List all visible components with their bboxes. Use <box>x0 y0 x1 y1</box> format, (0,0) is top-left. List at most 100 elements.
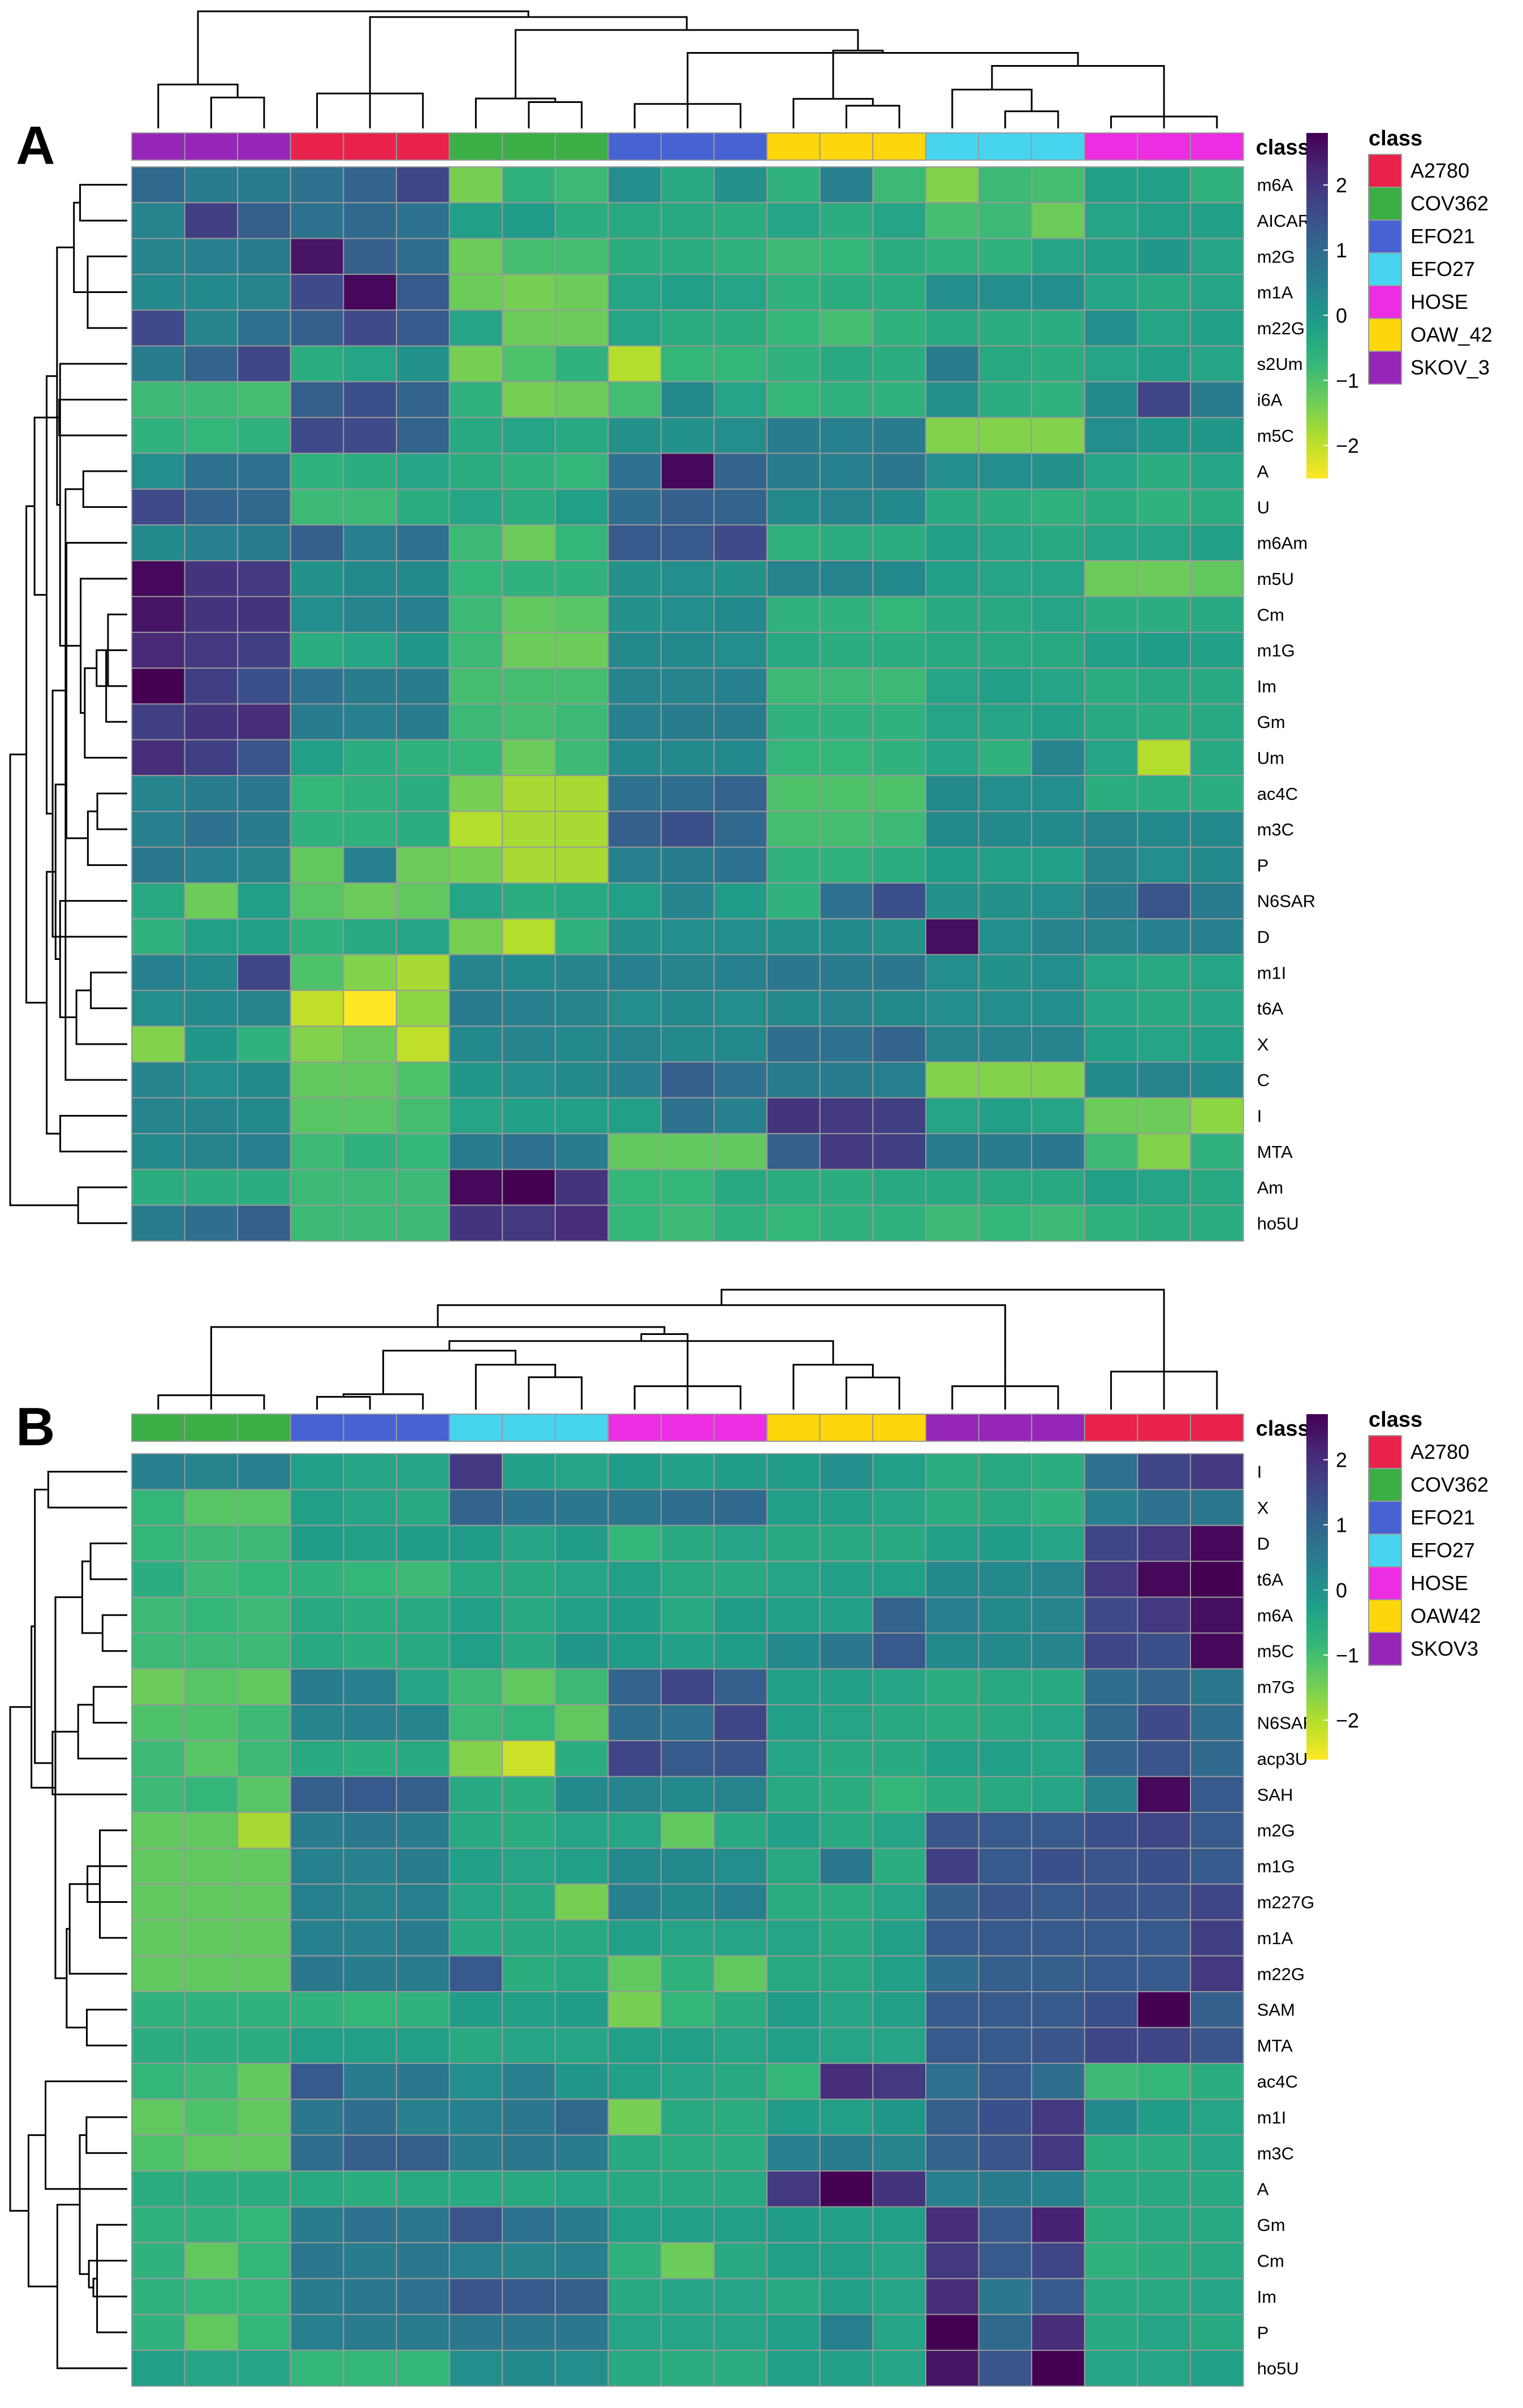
colorbar-segment <box>1306 1489 1328 1493</box>
row-dendrogram <box>96 2224 127 2333</box>
heatmap-cell <box>978 631 1033 669</box>
heatmap-cell <box>661 2242 715 2280</box>
colorbar-tick-label: 2 <box>1336 1449 1347 1472</box>
heatmap-cell <box>502 238 556 275</box>
heatmap-cell <box>131 1632 185 1670</box>
heatmap-cell <box>1031 739 1085 777</box>
heatmap-cell <box>184 1133 239 1170</box>
heatmap-cell <box>713 1489 768 1526</box>
heatmap-cell <box>1084 238 1138 275</box>
class-annotation-cell <box>1031 1414 1085 1442</box>
column-dendrogram <box>382 1350 517 1394</box>
row-label: Cm <box>1257 605 1284 624</box>
heatmap-cell <box>343 703 398 740</box>
colorbar-segment <box>1306 434 1328 438</box>
row-dendrogram <box>54 783 66 960</box>
row-label: m2G <box>1257 247 1295 266</box>
heatmap-cell <box>1190 1524 1244 1562</box>
column-dendrogram <box>316 1395 371 1410</box>
legend-swatch <box>1368 1435 1402 1469</box>
heatmap-cell <box>607 345 662 382</box>
heatmap-cell <box>925 309 980 347</box>
heatmap-cell <box>713 954 768 991</box>
heatmap-cell <box>1190 596 1244 633</box>
heatmap-cell <box>1190 1955 1244 1993</box>
heatmap-cell <box>1084 2027 1138 2064</box>
heatmap-cell <box>184 1026 239 1063</box>
heatmap-cell <box>1084 1169 1138 1206</box>
colorbar-segment <box>1306 167 1328 171</box>
heatmap-cell <box>1031 1668 1085 1705</box>
colorbar-segment <box>1306 1463 1328 1467</box>
heatmap-cell <box>131 453 185 490</box>
heatmap-cell <box>766 1991 821 2028</box>
heatmap-cell <box>925 703 980 740</box>
heatmap-cell <box>184 631 239 669</box>
heatmap-cell <box>819 739 874 777</box>
heatmap-cell <box>1084 1489 1138 1526</box>
heatmap-cell <box>872 1453 927 1491</box>
colorbar-segment <box>1306 443 1328 447</box>
heatmap-cell <box>766 1883 821 1921</box>
heatmap-cell <box>607 703 662 740</box>
heatmap-cell <box>1031 1524 1085 1562</box>
heatmap-cell <box>502 739 556 777</box>
heatmap-cell <box>766 1596 821 1634</box>
colorbar-segment <box>1306 262 1328 266</box>
heatmap-cell <box>1084 2099 1138 2136</box>
colorbar-segment <box>1306 1598 1328 1602</box>
heatmap-cell <box>343 2350 398 2387</box>
heatmap-cell <box>343 560 398 597</box>
heatmap-cell <box>290 1489 344 1526</box>
heatmap-cell <box>184 453 239 490</box>
heatmap-cell <box>661 739 715 777</box>
class-annotation-cell <box>872 1414 927 1442</box>
legend-label: SKOV_3 <box>1410 356 1490 379</box>
heatmap-cell <box>343 739 398 777</box>
heatmap-cell <box>872 1596 927 1634</box>
heatmap-cell <box>819 2314 874 2351</box>
heatmap-cell <box>131 1955 185 1993</box>
class-annotation-cell <box>554 1414 609 1442</box>
heatmap-cell <box>1031 1632 1085 1670</box>
heatmap-cell <box>925 381 980 419</box>
heatmap-cell <box>819 596 874 633</box>
heatmap-cell <box>607 2170 662 2208</box>
heatmap-cell <box>184 1204 239 1242</box>
colorbar-segment <box>1306 1701 1328 1705</box>
heatmap-cell <box>978 453 1033 490</box>
colorbar-segment <box>1306 216 1328 220</box>
row-label: ac4C <box>1257 784 1298 804</box>
row-label: Cm <box>1257 2251 1284 2271</box>
legend-swatch <box>1368 1599 1402 1633</box>
heatmap-cell <box>978 918 1033 955</box>
heatmap-cell <box>184 1919 239 1957</box>
colorbar-segment <box>1306 144 1328 148</box>
heatmap-cell <box>237 345 291 382</box>
heatmap-cell <box>131 631 185 669</box>
heatmap-cell <box>661 2350 715 2387</box>
heatmap-cell <box>607 417 662 454</box>
heatmap-cell <box>448 846 503 884</box>
heatmap-cell <box>343 1919 398 1957</box>
heatmap-cell <box>766 238 821 275</box>
colorbar-segment <box>1306 239 1328 243</box>
colorbar-segment <box>1306 1630 1328 1634</box>
heatmap-cell <box>343 1776 398 1813</box>
heatmap-cell <box>1084 1955 1138 1993</box>
heatmap-cell <box>925 811 980 848</box>
heatmap-cell <box>1190 1632 1244 1670</box>
heatmap-cell <box>713 2134 768 2172</box>
heatmap-cell <box>1137 238 1192 275</box>
heatmap-cell <box>448 2314 503 2351</box>
heatmap-cell <box>396 2062 450 2100</box>
heatmap-cell <box>607 453 662 490</box>
heatmap-cell <box>872 596 927 633</box>
class-annotation-cell <box>502 132 556 161</box>
heatmap-cell <box>766 309 821 347</box>
heatmap-cell <box>502 1524 556 1562</box>
colorbar-tick-label: 0 <box>1336 304 1347 327</box>
heatmap-cell <box>343 2027 398 2064</box>
heatmap-cell <box>290 1704 344 1742</box>
colorbar-segment <box>1306 1710 1328 1714</box>
